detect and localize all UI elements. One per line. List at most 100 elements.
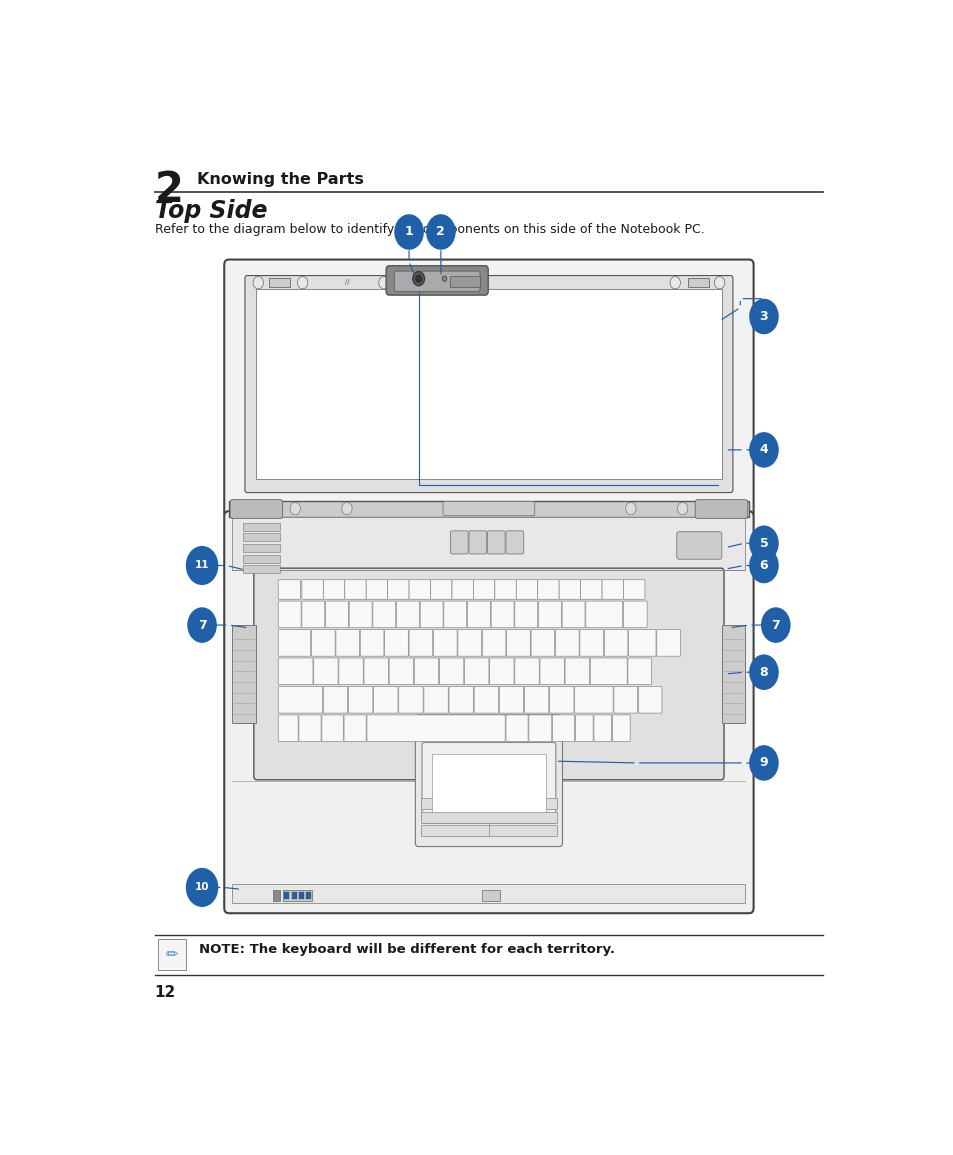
FancyBboxPatch shape xyxy=(374,686,397,713)
FancyBboxPatch shape xyxy=(224,512,753,914)
Circle shape xyxy=(442,276,446,282)
Circle shape xyxy=(187,608,216,643)
FancyBboxPatch shape xyxy=(344,715,366,742)
FancyBboxPatch shape xyxy=(537,580,558,599)
FancyBboxPatch shape xyxy=(278,686,322,713)
FancyBboxPatch shape xyxy=(373,601,395,628)
FancyBboxPatch shape xyxy=(628,629,656,656)
FancyBboxPatch shape xyxy=(656,629,679,656)
Bar xyxy=(243,544,280,552)
FancyBboxPatch shape xyxy=(348,686,373,713)
FancyBboxPatch shape xyxy=(574,686,613,713)
FancyBboxPatch shape xyxy=(367,715,505,742)
Text: 12: 12 xyxy=(154,985,175,1000)
FancyBboxPatch shape xyxy=(457,629,481,656)
Bar xyxy=(229,500,748,516)
FancyBboxPatch shape xyxy=(398,686,423,713)
FancyBboxPatch shape xyxy=(409,629,433,656)
FancyBboxPatch shape xyxy=(278,715,298,742)
Bar xyxy=(282,891,312,901)
FancyBboxPatch shape xyxy=(549,686,574,713)
Text: 2: 2 xyxy=(436,225,445,238)
Circle shape xyxy=(186,867,218,907)
Text: 1: 1 xyxy=(404,225,413,238)
FancyBboxPatch shape xyxy=(552,715,574,742)
Bar xyxy=(157,939,186,970)
FancyBboxPatch shape xyxy=(467,601,490,628)
Text: Top Side: Top Side xyxy=(154,199,267,223)
Text: ✏: ✏ xyxy=(165,947,178,962)
FancyBboxPatch shape xyxy=(278,601,301,628)
FancyBboxPatch shape xyxy=(489,658,514,685)
FancyBboxPatch shape xyxy=(344,580,366,599)
FancyBboxPatch shape xyxy=(505,715,528,742)
Bar xyxy=(298,892,304,899)
FancyBboxPatch shape xyxy=(366,580,387,599)
FancyBboxPatch shape xyxy=(253,568,723,780)
Text: 9: 9 xyxy=(759,757,767,769)
FancyBboxPatch shape xyxy=(482,629,505,656)
Bar xyxy=(306,892,311,899)
FancyBboxPatch shape xyxy=(278,658,313,685)
FancyBboxPatch shape xyxy=(430,580,452,599)
Circle shape xyxy=(748,299,778,334)
Bar xyxy=(243,566,280,574)
Bar xyxy=(233,625,255,723)
FancyBboxPatch shape xyxy=(558,580,580,599)
FancyBboxPatch shape xyxy=(278,629,311,656)
Circle shape xyxy=(748,745,778,781)
Circle shape xyxy=(625,502,636,515)
Text: 2: 2 xyxy=(154,169,183,211)
FancyBboxPatch shape xyxy=(449,686,473,713)
Bar xyxy=(450,276,479,288)
Bar xyxy=(687,278,708,288)
FancyBboxPatch shape xyxy=(325,601,348,628)
Text: //: // xyxy=(344,278,349,285)
FancyBboxPatch shape xyxy=(414,658,438,685)
Circle shape xyxy=(413,271,424,285)
FancyBboxPatch shape xyxy=(695,500,747,519)
Bar xyxy=(284,892,289,899)
FancyBboxPatch shape xyxy=(528,715,551,742)
Circle shape xyxy=(669,276,679,289)
Text: Knowing the Parts: Knowing the Parts xyxy=(196,172,363,187)
Bar xyxy=(233,516,744,569)
FancyBboxPatch shape xyxy=(224,260,753,517)
Bar xyxy=(243,523,280,531)
Text: 4: 4 xyxy=(759,444,767,456)
FancyBboxPatch shape xyxy=(473,580,495,599)
Bar xyxy=(420,798,557,810)
Circle shape xyxy=(748,547,778,583)
FancyBboxPatch shape xyxy=(419,601,442,628)
Circle shape xyxy=(186,546,218,586)
Text: Refer to the diagram below to identify the components on this side of the Notebo: Refer to the diagram below to identify t… xyxy=(154,223,703,236)
FancyBboxPatch shape xyxy=(623,601,646,628)
FancyBboxPatch shape xyxy=(338,658,363,685)
Circle shape xyxy=(760,608,790,643)
FancyBboxPatch shape xyxy=(638,686,661,713)
FancyBboxPatch shape xyxy=(442,501,535,515)
FancyBboxPatch shape xyxy=(580,580,601,599)
Text: 3: 3 xyxy=(759,310,767,323)
FancyBboxPatch shape xyxy=(364,658,388,685)
Bar xyxy=(721,625,744,723)
FancyBboxPatch shape xyxy=(537,601,560,628)
FancyBboxPatch shape xyxy=(491,601,514,628)
FancyBboxPatch shape xyxy=(389,658,413,685)
FancyBboxPatch shape xyxy=(612,715,630,742)
Text: 10: 10 xyxy=(194,882,209,893)
Circle shape xyxy=(748,655,778,690)
FancyBboxPatch shape xyxy=(555,629,578,656)
FancyBboxPatch shape xyxy=(323,686,347,713)
FancyBboxPatch shape xyxy=(627,658,651,685)
Bar xyxy=(420,812,557,822)
Bar xyxy=(431,754,546,812)
Text: 5: 5 xyxy=(759,537,767,550)
FancyBboxPatch shape xyxy=(245,276,732,492)
FancyBboxPatch shape xyxy=(349,601,372,628)
FancyBboxPatch shape xyxy=(469,531,486,554)
Circle shape xyxy=(714,276,724,289)
FancyBboxPatch shape xyxy=(314,658,337,685)
FancyBboxPatch shape xyxy=(278,580,300,599)
Circle shape xyxy=(677,502,687,515)
